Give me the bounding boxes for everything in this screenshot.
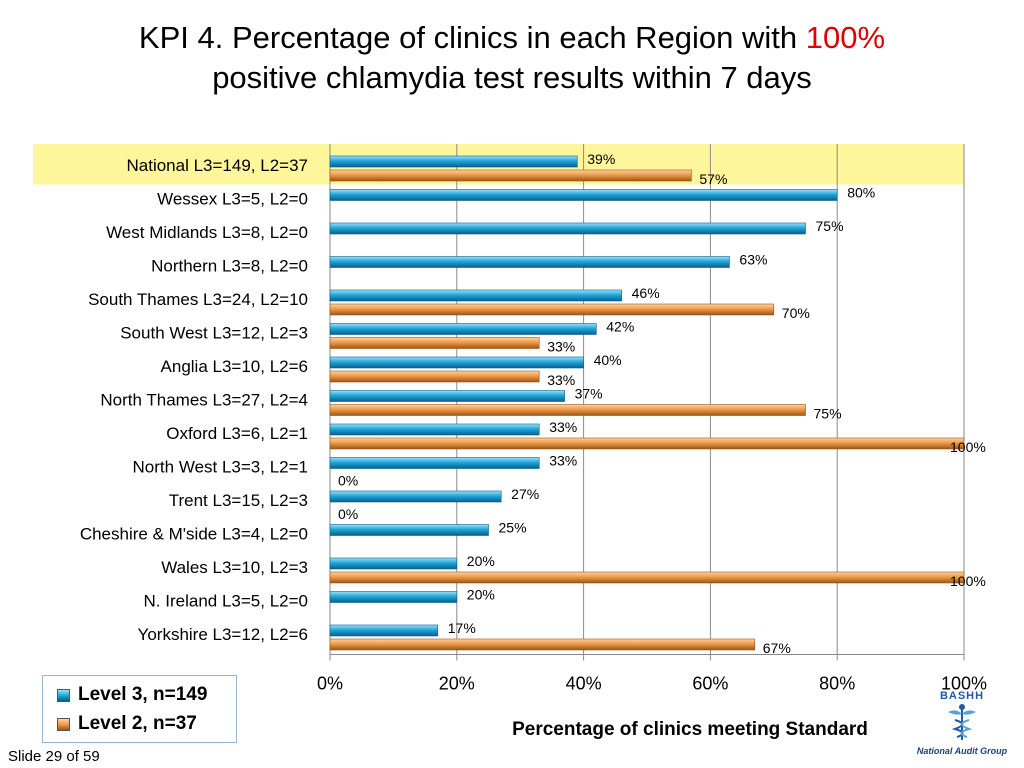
legend-swatch-level3 bbox=[57, 688, 70, 702]
data-label-level3: 17% bbox=[448, 620, 476, 636]
category-label: Yorkshire L3=12, L2=6 bbox=[138, 625, 308, 644]
legend-item-level3: Level 3, n=149 bbox=[57, 682, 207, 708]
x-tick-label: 100% bbox=[941, 674, 987, 694]
data-label-level2: 67% bbox=[763, 640, 791, 656]
bar-level2 bbox=[329, 638, 756, 651]
bar-level3 bbox=[329, 457, 540, 469]
x-tick-label: 80% bbox=[819, 674, 855, 694]
data-label-level2: 75% bbox=[814, 406, 842, 422]
data-label-level3: 63% bbox=[739, 252, 767, 268]
bar-level3 bbox=[329, 490, 502, 503]
x-tick-label: 40% bbox=[566, 674, 602, 694]
legend: Level 3, n=149 Level 2, n=37 bbox=[42, 675, 237, 743]
data-label-level2: 70% bbox=[782, 305, 810, 321]
bar-level3 bbox=[329, 323, 597, 335]
data-label-level3: 46% bbox=[632, 285, 660, 301]
category-label: North Thames L3=27, L2=4 bbox=[100, 391, 308, 410]
bar-level3 bbox=[329, 524, 489, 536]
bar-level2 bbox=[329, 437, 965, 450]
title-line2: positive chlamydia test results within 7… bbox=[212, 60, 812, 95]
category-label: Trent L3=15, L2=3 bbox=[169, 491, 308, 510]
category-label: Wessex L3=5, L2=0 bbox=[157, 190, 308, 209]
category-label: Anglia L3=10, L2=6 bbox=[161, 357, 308, 376]
data-label-level3: 42% bbox=[606, 319, 634, 335]
x-tick-label: 0% bbox=[317, 674, 343, 694]
data-label-level3: 25% bbox=[499, 520, 527, 536]
bar-level3 bbox=[329, 356, 584, 369]
x-tick-label: 20% bbox=[439, 674, 475, 694]
bar-level3 bbox=[329, 423, 540, 436]
data-label-level2: 57% bbox=[699, 171, 727, 187]
bar-level2 bbox=[329, 571, 965, 584]
bar-level3 bbox=[329, 624, 439, 637]
bar-level2 bbox=[329, 370, 540, 383]
data-label-level2: 0% bbox=[338, 506, 358, 522]
data-label-level3: 33% bbox=[549, 453, 577, 469]
x-axis-label: Percentage of clinics meeting Standard bbox=[512, 719, 868, 740]
data-label-level2: 0% bbox=[338, 473, 358, 489]
category-label: South West L3=12, L2=3 bbox=[120, 324, 308, 343]
category-label: South Thames L3=24, L2=10 bbox=[88, 290, 308, 309]
data-label-level3: 33% bbox=[549, 419, 577, 435]
legend-item-level2: Level 2, n=37 bbox=[57, 711, 197, 737]
data-label-level2: 33% bbox=[547, 339, 575, 355]
data-label-level3: 75% bbox=[816, 218, 844, 234]
data-label-level3: 40% bbox=[594, 352, 622, 368]
slide-number: Slide 29 of 59 bbox=[8, 748, 100, 765]
category-label: North West L3=3, L2=1 bbox=[133, 458, 308, 477]
data-label-level3: 37% bbox=[575, 386, 603, 402]
legend-label-level3: Level 3, n=149 bbox=[78, 684, 208, 705]
bar-level2 bbox=[329, 169, 692, 182]
category-label: Cheshire & M'side L3=4, L2=0 bbox=[80, 525, 308, 544]
category-label: Oxford L3=6, L2=1 bbox=[166, 424, 308, 443]
category-label: Wales L3=10, L2=3 bbox=[161, 558, 308, 577]
bar-level3 bbox=[329, 390, 565, 402]
data-label-level2: 100% bbox=[950, 573, 986, 589]
category-label: National L3=149, L2=37 bbox=[127, 156, 309, 175]
data-label-level3: 20% bbox=[467, 587, 495, 603]
data-label-level3: 27% bbox=[511, 486, 539, 502]
legend-label-level2: Level 2, n=37 bbox=[78, 713, 197, 734]
bar-level3 bbox=[329, 289, 622, 302]
bar-level3 bbox=[329, 256, 730, 268]
bashh-logo: BASHH National Audit Group bbox=[914, 690, 1010, 762]
data-label-level2: 33% bbox=[547, 372, 575, 388]
data-label-level3: 39% bbox=[587, 151, 615, 167]
bar-level2 bbox=[329, 404, 806, 416]
logo-name: BASHH bbox=[939, 690, 985, 702]
bar-level3 bbox=[329, 189, 838, 201]
bar-level2 bbox=[329, 337, 540, 349]
logo-caption: National Audit Group bbox=[916, 746, 1008, 756]
bar-level2 bbox=[329, 303, 775, 316]
x-tick-label: 60% bbox=[692, 674, 728, 694]
caduceus-icon bbox=[948, 704, 976, 740]
data-label-level2: 100% bbox=[950, 439, 986, 455]
legend-swatch-level2 bbox=[57, 717, 70, 731]
bar-level3 bbox=[329, 222, 806, 235]
title-highlight: 100% bbox=[805, 20, 886, 55]
category-label: N. Ireland L3=5, L2=0 bbox=[144, 592, 308, 611]
bar-level3 bbox=[329, 557, 458, 570]
bar-level3 bbox=[329, 155, 578, 168]
chart-title: KPI 4. Percentage of clinics in each Reg… bbox=[0, 18, 1024, 98]
data-label-level3: 20% bbox=[467, 553, 495, 569]
category-label: Northern L3=8, L2=0 bbox=[151, 257, 308, 276]
data-label-level3: 80% bbox=[847, 185, 875, 201]
category-label: West Midlands L3=8, L2=0 bbox=[106, 223, 308, 242]
bar-level3 bbox=[329, 591, 458, 603]
title-prefix: KPI 4. Percentage of clinics in each Reg… bbox=[138, 20, 806, 55]
